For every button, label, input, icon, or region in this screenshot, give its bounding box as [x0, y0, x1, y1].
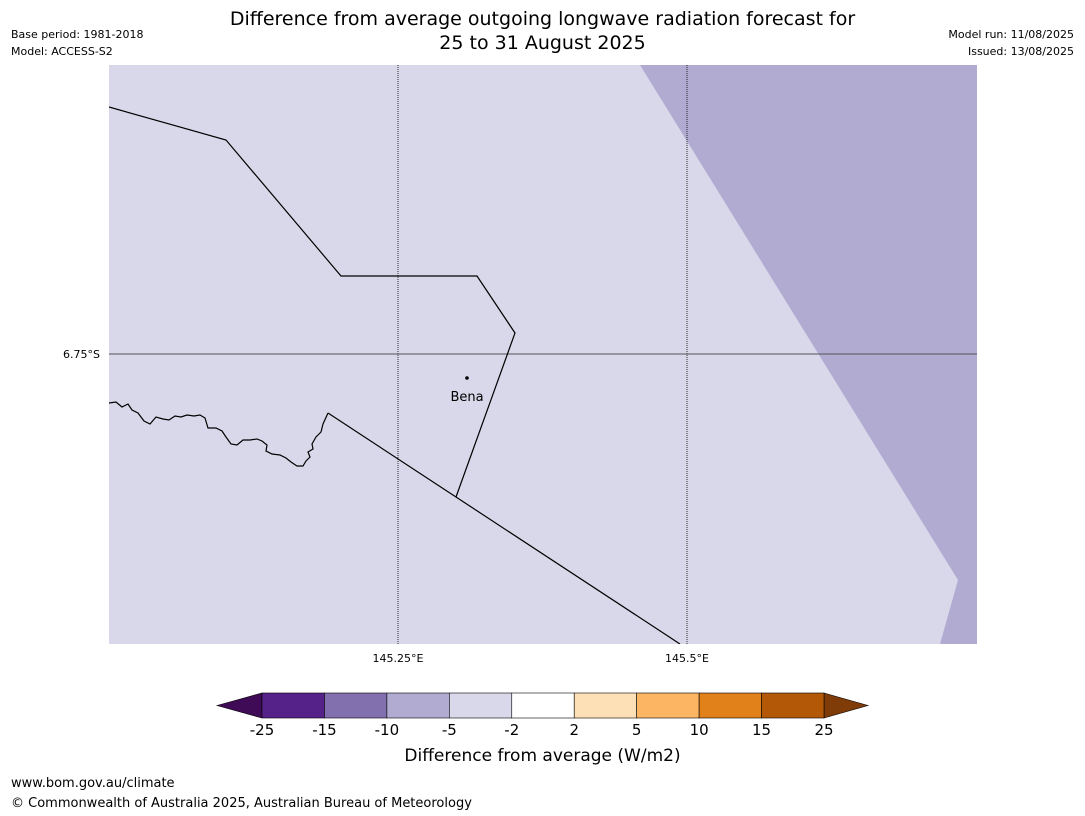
- title-line-2: 25 to 31 August 2025: [439, 32, 646, 54]
- footer-copyright: © Commonwealth of Australia 2025, Austra…: [11, 796, 472, 811]
- meta-right: Model run: 11/08/2025 Issued: 13/08/2025: [948, 26, 1074, 60]
- model-text: Model: ACCESS-S2: [11, 45, 113, 58]
- anomaly-region: [640, 65, 977, 644]
- base-period-text: Base period: 1981-2018: [11, 28, 144, 41]
- lat-label-6-75s: 6.75°S: [63, 348, 100, 361]
- title-line-1: Difference from average outgoing longwav…: [229, 8, 856, 30]
- coastline-river: [109, 401, 329, 467]
- issued-text: Issued: 13/08/2025: [967, 45, 1074, 58]
- meta-left: Base period: 1981-2018 Model: ACCESS-S2: [11, 26, 143, 60]
- lon-label-145-25e: 145.25°E: [373, 652, 424, 665]
- colorbar-label: Difference from average (W/m2): [404, 746, 681, 766]
- province-boundary-south: [327, 412, 681, 644]
- bena-label: Bena: [450, 390, 483, 405]
- map-title: Difference from average outgoing longwav…: [0, 7, 1085, 55]
- footer-url: www.bom.gov.au/climate: [11, 776, 175, 791]
- lon-label-145-5e: 145.5°E: [665, 652, 709, 665]
- province-boundary: [109, 106, 516, 498]
- model-run-text: Model run: 11/08/2025: [948, 28, 1074, 41]
- bena-marker: [465, 376, 469, 380]
